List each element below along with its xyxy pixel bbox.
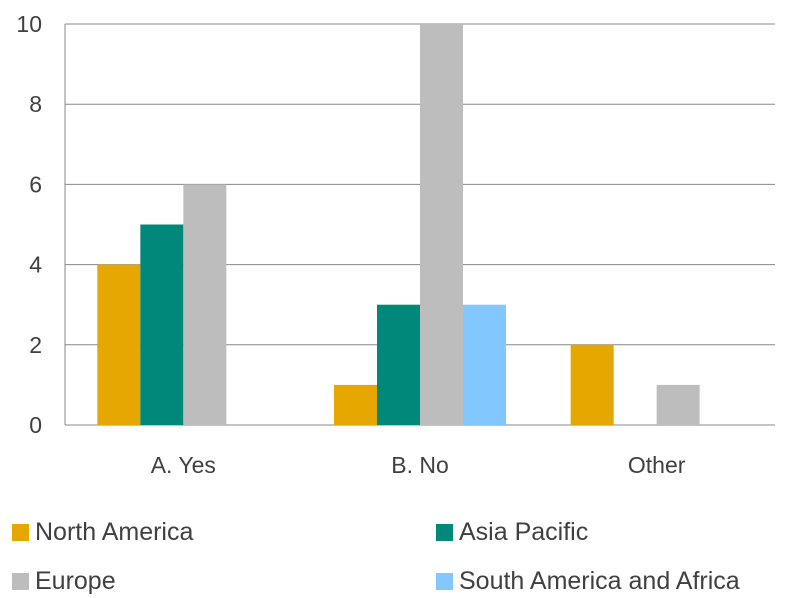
legend-label: South America and Africa — [459, 567, 740, 595]
bar-europe-2 — [656, 384, 700, 425]
legend-swatch — [436, 573, 453, 590]
y-axis-tick-labels: 0 2 4 6 8 10 — [16, 11, 42, 438]
bar-north-america-1 — [334, 384, 377, 425]
legend-swatch — [12, 573, 29, 590]
bar-north-america-0 — [97, 264, 141, 425]
bar-europe-1 — [420, 24, 463, 425]
x-tick-label: Other — [628, 452, 686, 478]
legend-label: Asia Pacific — [459, 518, 589, 546]
y-tick-label: 4 — [29, 252, 42, 278]
y-tick-label: 0 — [29, 412, 42, 438]
bar-asia-pacific-1 — [377, 304, 420, 425]
legend-item-europe: Europe — [12, 567, 116, 596]
legend-label: North America — [35, 518, 194, 546]
x-tick-label: B. No — [391, 452, 449, 478]
bar-asia-pacific-0 — [140, 224, 184, 425]
legend-swatch — [436, 524, 453, 541]
bar-europe-0 — [183, 184, 227, 425]
legend-item-north-america: North America — [12, 518, 193, 547]
y-tick-label: 10 — [16, 11, 42, 37]
y-tick-label: 8 — [29, 91, 42, 117]
x-axis-tick-labels: A. Yes B. No Other — [151, 452, 686, 478]
legend-item-south-america-and-africa: South America and Africa — [436, 567, 740, 596]
y-tick-label: 6 — [29, 171, 42, 197]
bars — [97, 24, 700, 425]
legend-label: Europe — [35, 567, 116, 595]
x-tick-label: A. Yes — [151, 452, 216, 478]
legend-item-asia-pacific: Asia Pacific — [436, 518, 588, 547]
bar-south-america-and-africa-1 — [463, 304, 506, 425]
bar-north-america-2 — [570, 344, 614, 425]
y-tick-label: 2 — [29, 332, 42, 358]
legend-swatch — [12, 524, 29, 541]
bar-chart: 0 2 4 6 8 10 A. Yes B. No Other — [16, 11, 775, 478]
legend: North America Asia Pacific Europe South … — [0, 510, 800, 598]
